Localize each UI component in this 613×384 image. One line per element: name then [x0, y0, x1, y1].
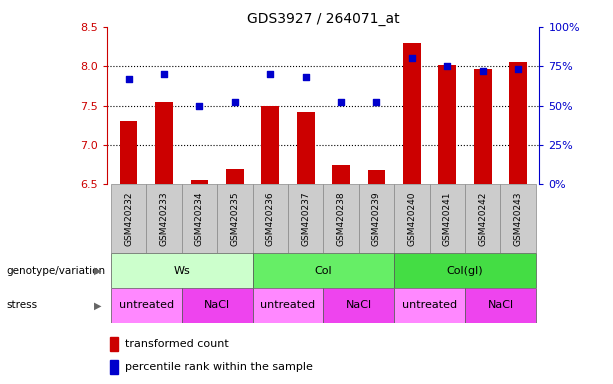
Point	[513, 66, 523, 73]
Text: NaCl: NaCl	[487, 300, 514, 310]
Bar	[111, 288, 181, 323]
Text: GSM420243: GSM420243	[514, 192, 523, 246]
Bar	[394, 253, 536, 288]
Bar	[403, 43, 421, 184]
Point	[301, 74, 311, 80]
Text: percentile rank within the sample: percentile rank within the sample	[126, 362, 313, 372]
Bar	[288, 184, 324, 253]
Bar	[465, 288, 536, 323]
Bar	[394, 184, 430, 253]
Text: GSM420236: GSM420236	[265, 192, 275, 246]
Point	[336, 99, 346, 106]
Text: transformed count: transformed count	[126, 339, 229, 349]
Bar	[324, 184, 359, 253]
Text: GSM420241: GSM420241	[443, 192, 452, 246]
Point	[443, 63, 452, 70]
Text: NaCl: NaCl	[346, 300, 372, 310]
Bar	[332, 165, 350, 184]
Title: GDS3927 / 264071_at: GDS3927 / 264071_at	[247, 12, 400, 26]
Text: GSM420238: GSM420238	[337, 192, 346, 246]
Text: GSM420242: GSM420242	[478, 192, 487, 246]
Bar	[297, 112, 314, 184]
Point	[371, 99, 381, 106]
Text: genotype/variation: genotype/variation	[6, 266, 105, 276]
Text: GSM420239: GSM420239	[372, 192, 381, 246]
Point	[265, 71, 275, 77]
Text: untreated: untreated	[261, 300, 316, 310]
Bar	[120, 121, 137, 184]
Bar	[217, 184, 253, 253]
Text: ▶: ▶	[94, 266, 101, 276]
Bar	[147, 184, 181, 253]
Text: Col: Col	[314, 266, 332, 276]
Bar	[359, 184, 394, 253]
Text: stress: stress	[6, 300, 37, 310]
Bar	[226, 169, 243, 184]
Text: untreated: untreated	[402, 300, 457, 310]
Point	[230, 99, 240, 106]
Bar	[324, 288, 394, 323]
Text: NaCl: NaCl	[204, 300, 230, 310]
Text: GSM420240: GSM420240	[408, 192, 416, 246]
Text: untreated: untreated	[119, 300, 174, 310]
Bar	[253, 184, 288, 253]
Bar	[368, 170, 386, 184]
Text: GSM420235: GSM420235	[230, 192, 239, 246]
Bar	[253, 288, 324, 323]
Text: Col(gl): Col(gl)	[447, 266, 484, 276]
Text: GSM420237: GSM420237	[301, 192, 310, 246]
Point	[124, 76, 134, 82]
Bar	[394, 288, 465, 323]
Point	[159, 71, 169, 77]
Point	[478, 68, 488, 74]
Bar	[465, 184, 500, 253]
Bar	[181, 184, 217, 253]
Bar	[110, 360, 118, 374]
Bar	[509, 62, 527, 184]
Bar	[111, 253, 253, 288]
Point	[407, 55, 417, 61]
Bar	[110, 337, 118, 351]
Text: ▶: ▶	[94, 300, 101, 310]
Bar	[430, 184, 465, 253]
Bar	[191, 180, 208, 184]
Bar	[261, 106, 279, 184]
Point	[194, 103, 204, 109]
Text: GSM420234: GSM420234	[195, 192, 204, 246]
Bar	[155, 102, 173, 184]
Text: Ws: Ws	[173, 266, 190, 276]
Bar	[500, 184, 536, 253]
Bar	[474, 69, 492, 184]
Text: GSM420233: GSM420233	[159, 192, 169, 246]
Bar	[438, 65, 456, 184]
Bar	[181, 288, 253, 323]
Text: GSM420232: GSM420232	[124, 192, 133, 246]
Bar	[111, 184, 147, 253]
Bar	[253, 253, 394, 288]
